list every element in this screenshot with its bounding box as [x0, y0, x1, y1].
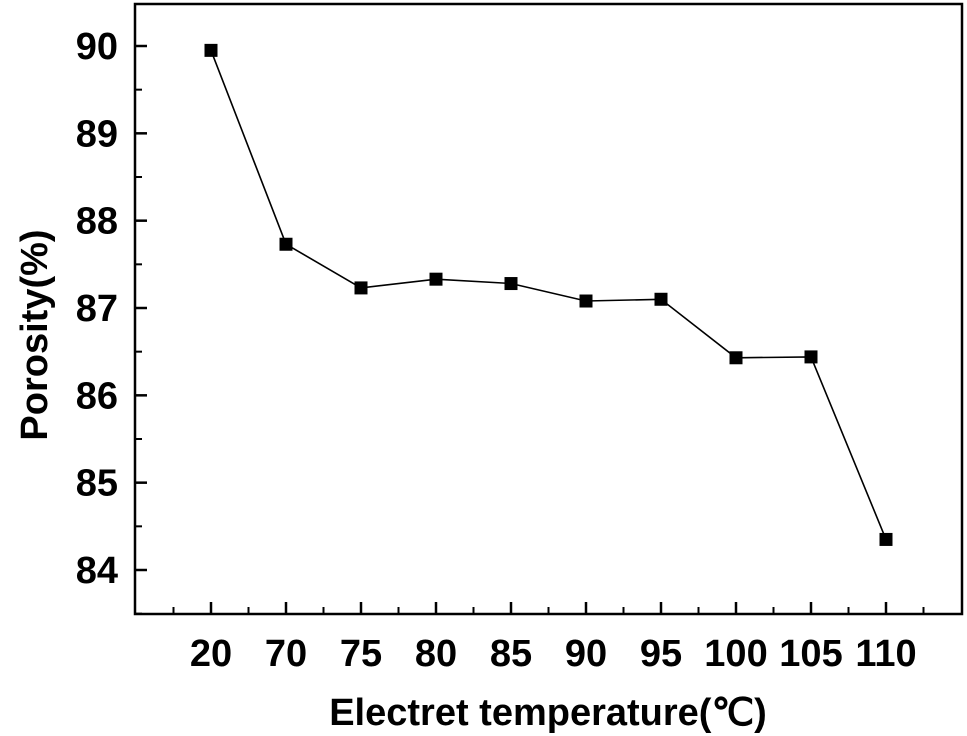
x-tick-label: 20	[190, 633, 232, 675]
x-tick-label: 90	[565, 633, 607, 675]
y-axis: 84 85 86 87 88 89 90	[76, 26, 147, 615]
series-line	[210, 50, 887, 540]
x-tick-label: 70	[265, 633, 307, 675]
y-tick-label: 88	[76, 201, 118, 243]
x-tick-label: 95	[640, 633, 682, 675]
data-point	[579, 294, 593, 308]
plot-border	[133, 2, 964, 616]
x-tick-label: 100	[704, 633, 767, 675]
y-tick-label: 90	[76, 26, 118, 68]
y-tick-label: 89	[76, 113, 118, 155]
x-tick-label: 75	[340, 633, 382, 675]
data-point	[354, 281, 368, 295]
data-point	[654, 292, 668, 306]
y-tick-label: 84	[76, 550, 118, 592]
data-point	[504, 277, 518, 291]
data-point	[204, 43, 218, 57]
x-tick-label: 85	[490, 633, 532, 675]
x-tick-label: 105	[779, 633, 842, 675]
x-axis-title: Electret temperature(℃)	[329, 692, 767, 734]
y-tick-label: 86	[76, 375, 118, 417]
y-tick-label: 87	[76, 288, 118, 330]
y-tick-label: 85	[76, 463, 118, 505]
data-point	[729, 351, 743, 365]
plot-area	[133, 2, 964, 616]
x-axis: 20 70 75 80 85 90 95 100 105 110	[172, 602, 925, 675]
data-point	[429, 272, 443, 286]
data-point	[804, 350, 818, 364]
data-point	[879, 532, 893, 546]
data-point	[279, 237, 293, 251]
x-tick-label: 110	[855, 633, 916, 675]
x-tick-label: 80	[415, 633, 457, 675]
y-axis-title: Porosity(%)	[14, 229, 56, 440]
series	[204, 43, 893, 546]
